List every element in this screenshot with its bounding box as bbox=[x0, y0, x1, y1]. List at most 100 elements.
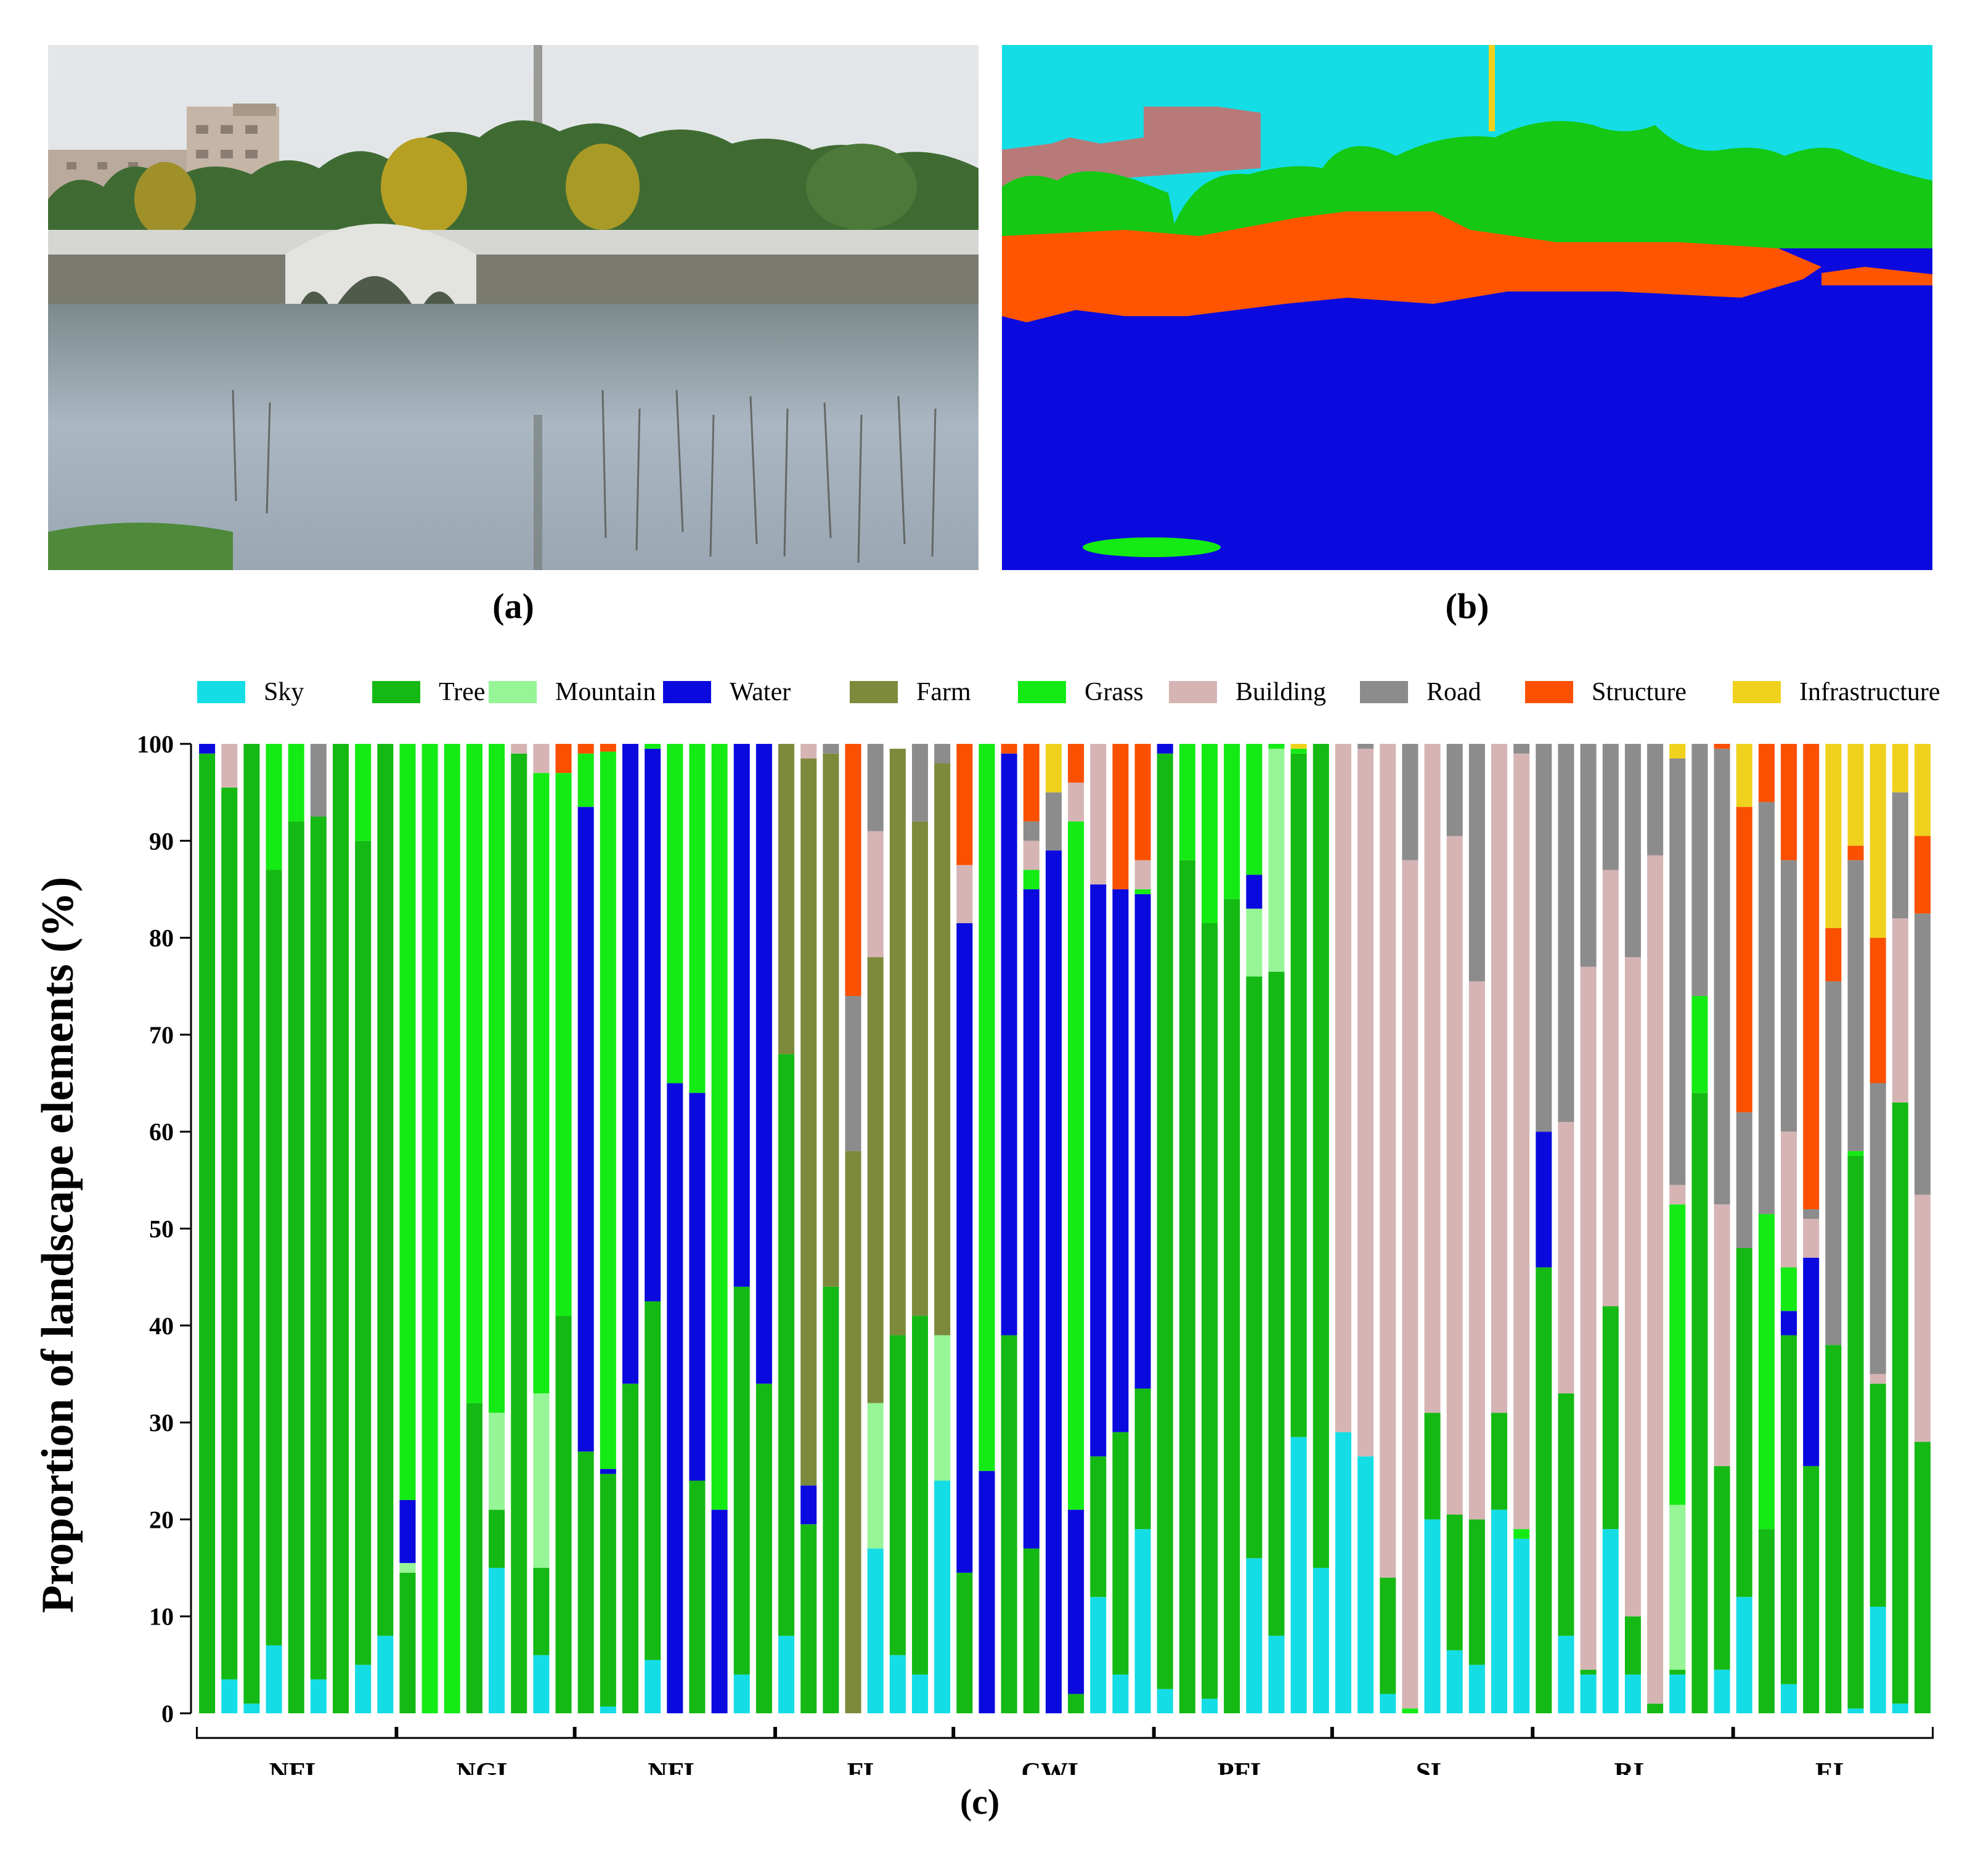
bar-segment-water bbox=[1246, 875, 1263, 909]
bar-segment-tree bbox=[1090, 1456, 1107, 1597]
pond-photo bbox=[48, 45, 979, 570]
bar-segment-water bbox=[645, 748, 661, 1302]
group-bracket bbox=[953, 1727, 1154, 1739]
bar-segment-tree bbox=[1380, 1577, 1396, 1694]
bar-segment-structure bbox=[845, 744, 861, 996]
bar-segment-water bbox=[1536, 1132, 1552, 1268]
bar-segment-building bbox=[1402, 860, 1418, 1709]
bar-segment-sky bbox=[489, 1568, 505, 1713]
bar-segment-structure bbox=[1758, 744, 1775, 802]
bar-segment-tree bbox=[399, 1572, 416, 1713]
bar-segment-sky bbox=[778, 1636, 795, 1713]
bar-segment-tree bbox=[1536, 1267, 1552, 1713]
bar-segment-infrastructure bbox=[1825, 744, 1842, 928]
bar-segment-grass bbox=[1847, 1151, 1864, 1156]
legend-swatch-tree bbox=[372, 681, 420, 703]
bar-segment-sky bbox=[1290, 1437, 1307, 1713]
bar-segment-tree bbox=[1246, 976, 1263, 1559]
segmentation-map bbox=[1002, 45, 1932, 570]
bar-segment-road bbox=[934, 744, 951, 764]
bar-segment-structure bbox=[577, 744, 594, 754]
bar-segment-structure bbox=[1847, 846, 1864, 860]
bar-segment-road bbox=[1669, 758, 1686, 1185]
bar-segment-mountain bbox=[867, 1403, 884, 1549]
bar-segment-sky bbox=[1669, 1674, 1686, 1713]
bar-segment-infrastructure bbox=[1870, 744, 1886, 938]
bar-segment-structure bbox=[1068, 744, 1085, 783]
bar-segment-road bbox=[1714, 748, 1730, 1205]
bar-segment-building bbox=[1023, 841, 1040, 870]
bar-segment-water bbox=[667, 1083, 683, 1713]
bar-segment-grass bbox=[1224, 744, 1240, 899]
bar-segment-tree bbox=[1558, 1393, 1574, 1636]
bar-segment-mountain bbox=[1246, 908, 1263, 977]
y-tick-label: 60 bbox=[149, 1118, 174, 1146]
seg-tree bbox=[1002, 121, 1932, 248]
bar-segment-grass bbox=[266, 744, 282, 870]
y-tick-label: 90 bbox=[149, 827, 174, 855]
bar-segment-tree bbox=[1847, 1156, 1864, 1709]
bar-segment-road bbox=[1602, 744, 1619, 870]
photo-grass bbox=[48, 523, 233, 570]
bar-segment-tree bbox=[1691, 1093, 1708, 1713]
bar-segment-tree bbox=[1001, 1335, 1017, 1713]
bar-segment-sky bbox=[1714, 1670, 1730, 1713]
bar-segment-tree bbox=[221, 787, 238, 1679]
bar-segment-building bbox=[1558, 1122, 1574, 1393]
bar-segment-structure bbox=[1870, 937, 1886, 1083]
bar-segment-grass bbox=[466, 744, 482, 1403]
bar-segment-road bbox=[1892, 792, 1908, 919]
bar-segment-water bbox=[1045, 850, 1062, 1713]
group-label: RL bbox=[1614, 1757, 1651, 1775]
bar-segment-building bbox=[1380, 744, 1396, 1578]
bar-segment-water bbox=[1068, 1509, 1085, 1694]
bar-segment-sky bbox=[1491, 1509, 1508, 1713]
bar-segment-tree bbox=[1068, 1694, 1085, 1713]
chart-legend: Sky Tree Mountain Water Farm Grass Building Roa… bbox=[197, 678, 1940, 706]
bar-segment-mountain bbox=[1669, 1504, 1686, 1670]
bar-segment-water bbox=[1803, 1257, 1820, 1466]
bar-segment-tree bbox=[266, 870, 282, 1646]
bar-segment-tree bbox=[1825, 1345, 1842, 1713]
bar-segment-sky bbox=[911, 1674, 929, 1713]
bar-segment-tree bbox=[733, 1286, 750, 1675]
bar-segment-building bbox=[1446, 836, 1463, 1515]
bar-segment-road bbox=[1870, 1083, 1886, 1374]
bar-segment-sky bbox=[1468, 1665, 1485, 1713]
bar-segment-structure bbox=[1023, 744, 1040, 822]
bar-segment-tree bbox=[466, 1403, 482, 1713]
bar-segment-farm bbox=[867, 957, 884, 1403]
bar-segment-tree bbox=[1914, 1442, 1931, 1713]
bar-segment-farm bbox=[800, 758, 817, 1486]
legend-label-grass: Grass bbox=[1085, 678, 1144, 706]
bar-segment-grass bbox=[645, 744, 661, 749]
bar-segment-sky bbox=[1558, 1636, 1574, 1713]
bar-segment-road bbox=[1825, 981, 1842, 1345]
bar-segment-road bbox=[1558, 744, 1574, 1122]
photo-wall bbox=[48, 255, 979, 304]
bar-segment-grass bbox=[1201, 744, 1218, 924]
bar-segment-sky bbox=[377, 1636, 394, 1713]
bar-segment-tree bbox=[889, 1335, 906, 1655]
bar-segment-tree bbox=[310, 816, 327, 1679]
bar-segment-grass bbox=[555, 773, 572, 1316]
bar-segment-water bbox=[755, 744, 772, 1384]
bar-segment-building bbox=[511, 744, 527, 754]
bar-segment-sky bbox=[1624, 1674, 1641, 1713]
bar-segment-sky bbox=[243, 1703, 260, 1713]
bar-segment-tree bbox=[199, 753, 216, 1713]
bar-segment-water bbox=[689, 1093, 706, 1481]
bar-segment-tree bbox=[1669, 1670, 1686, 1675]
bar-segment-grass bbox=[1068, 821, 1085, 1510]
bar-segment-structure bbox=[1112, 744, 1129, 889]
bar-segment-building bbox=[1803, 1218, 1820, 1258]
photo-pole-reflection bbox=[534, 415, 542, 570]
bar-segment-road bbox=[1803, 1209, 1820, 1219]
group-bracket bbox=[1154, 1727, 1332, 1739]
bar-segment-water bbox=[800, 1485, 817, 1525]
legend-label-building: Building bbox=[1235, 678, 1326, 706]
bar-segment-grass bbox=[577, 753, 594, 807]
bar-segment-tree bbox=[1268, 971, 1285, 1636]
legend-label-tree: Tree bbox=[439, 678, 485, 706]
photo-bridge bbox=[285, 224, 476, 304]
